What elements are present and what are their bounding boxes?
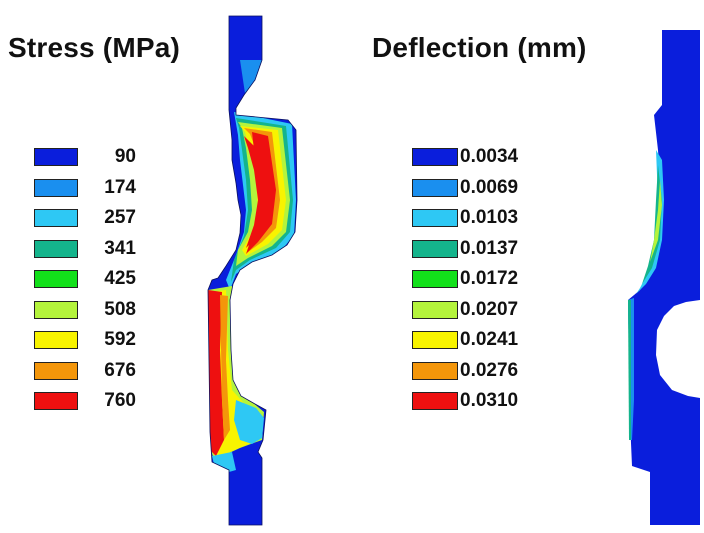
- deflection-legend-row: 0.0207: [412, 299, 518, 321]
- stress-legend-swatch: [34, 270, 78, 288]
- stress-legend-row: 341: [34, 238, 136, 260]
- deflection-legend-label: 0.0310: [460, 390, 519, 411]
- deflection-legend-label: 0.0172: [460, 268, 519, 289]
- deflection-legend-swatch: [412, 270, 458, 288]
- deflection-legend-label: 0.0137: [460, 237, 519, 259]
- stress-legend-row: 676: [34, 360, 136, 382]
- deflection-legend-label: 0.0276: [460, 359, 519, 381]
- deflection-legend-row: 0.0069: [412, 177, 518, 199]
- deflection-part-shape: [628, 30, 700, 525]
- stress-legend-label: 592: [104, 329, 136, 350]
- deflection-legend-swatch: [412, 331, 458, 349]
- stress-legend-row: 257: [34, 207, 136, 229]
- deflection-legend-swatch: [412, 239, 458, 258]
- deflection-legend-swatch: [412, 392, 458, 410]
- deflection-legend-row: 0.0241: [412, 329, 518, 351]
- deflection-legend-row: 0.0172: [412, 268, 518, 290]
- deflection-legend-swatch: [412, 361, 458, 380]
- deflection-gradient-region: [632, 150, 664, 300]
- stress-legend-row: 592: [34, 329, 136, 351]
- deflection-legend-swatch: [412, 178, 458, 197]
- deflection-legend-label: 0.0207: [460, 298, 519, 320]
- stress-legend-label: 760: [104, 390, 136, 411]
- stress-legend-swatch: [34, 300, 78, 319]
- deflection-legend-label: 0.0069: [460, 176, 519, 198]
- stress-legend-row: 508: [34, 299, 136, 321]
- deflection-legend-row: 0.0137: [412, 238, 518, 260]
- deflection-legend-row: 0.0276: [412, 360, 518, 382]
- stress-legend-label: 425: [104, 268, 136, 289]
- stress-legend-swatch: [34, 361, 78, 380]
- deflection-title: Deflection (mm): [372, 32, 587, 63]
- stress-legend-label: 508: [104, 298, 136, 320]
- deflection-legend-swatch: [412, 209, 458, 227]
- deflection-legend-swatch: [412, 148, 458, 166]
- deflection-legend-label: 0.0241: [460, 329, 519, 350]
- stress-legend-row: 760: [34, 390, 136, 412]
- stress-legend-label: 174: [104, 176, 136, 198]
- stress-legend-swatch: [34, 331, 78, 349]
- stress-legend-swatch: [34, 239, 78, 258]
- stress-legend-row: 174: [34, 177, 136, 199]
- stress-legend-label: 90: [114, 146, 136, 167]
- deflection-legend-label: 0.0034: [460, 146, 519, 167]
- stress-legend-swatch: [34, 209, 78, 227]
- stress-title: Stress (MPa): [8, 32, 181, 63]
- deflection-legend-row: 0.0034: [412, 146, 518, 168]
- stress-legend-row: 425: [34, 268, 136, 290]
- deflection-legend-swatch: [412, 300, 458, 319]
- deflection-legend-row: 0.0310: [412, 390, 518, 412]
- stress-legend-swatch: [34, 178, 78, 197]
- stress-legend-label: 257: [104, 207, 136, 228]
- deflection-legend-label: 0.0103: [460, 207, 519, 228]
- stress-legend-label: 341: [104, 237, 136, 259]
- stress-legend-swatch: [34, 392, 78, 410]
- stress-legend-swatch: [34, 148, 78, 166]
- stress-legend-label: 676: [104, 359, 136, 381]
- stress-legend-row: 90: [34, 146, 136, 168]
- deflection-legend-row: 0.0103: [412, 207, 518, 229]
